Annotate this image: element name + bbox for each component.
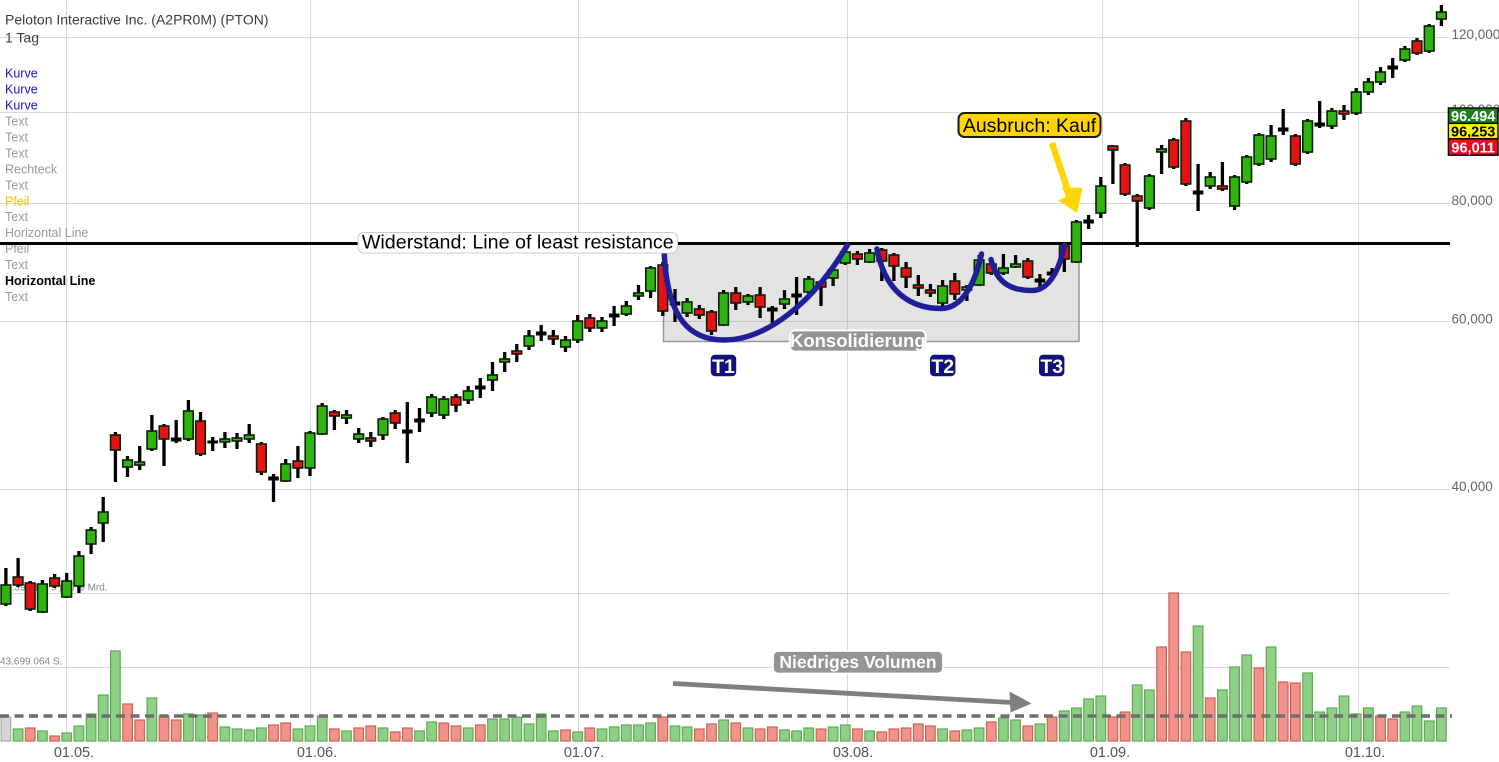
svg-text:Text: Text <box>5 178 28 192</box>
svg-text:T2: T2 <box>931 356 954 378</box>
svg-text:Kurve: Kurve <box>5 67 38 81</box>
svg-text:Text: Text <box>5 258 28 272</box>
svg-text:Horizontal Line: Horizontal Line <box>5 274 95 288</box>
svg-text:9 p.: 9 p. <box>51 583 68 594</box>
svg-text:T3: T3 <box>1040 356 1063 378</box>
svg-text:Text: Text <box>5 115 28 129</box>
svg-text:01.07.: 01.07. <box>564 745 604 761</box>
svg-text:96,011: 96,011 <box>1451 140 1495 156</box>
svg-text:80,000: 80,000 <box>1452 193 1493 208</box>
svg-text:Kurve: Kurve <box>5 99 38 113</box>
svg-text:Rechteck: Rechteck <box>5 162 58 176</box>
svg-text:Text: Text <box>5 210 28 224</box>
svg-text:01.05.: 01.05. <box>54 745 94 761</box>
svg-text:Pfeil: Pfeil <box>5 242 29 256</box>
svg-text:Ausbruch: Kauf: Ausbruch: Kauf <box>963 115 1097 137</box>
svg-text:03.08.: 03.08. <box>833 745 873 761</box>
svg-text:Text: Text <box>5 131 28 145</box>
svg-text:1 Tag: 1 Tag <box>5 30 39 46</box>
svg-text:Niedriges Volumen: Niedriges Volumen <box>779 652 936 672</box>
svg-text:96,253: 96,253 <box>1451 124 1495 140</box>
svg-text:01.06.: 01.06. <box>297 745 337 761</box>
svg-text:Text: Text <box>5 290 28 304</box>
svg-text:01.10.: 01.10. <box>1345 745 1385 761</box>
svg-text:Peloton Interactive Inc. (A2PR: Peloton Interactive Inc. (A2PR0M) (PTON) <box>5 12 269 28</box>
svg-text:Widerstand: Line of least resi: Widerstand: Line of least resistance <box>362 232 674 254</box>
svg-text:Horizontal Line: Horizontal Line <box>5 226 88 240</box>
svg-text:Kurve: Kurve <box>5 83 38 97</box>
svg-text:Pfeil: Pfeil <box>5 194 29 208</box>
svg-text:120,000: 120,000 <box>1452 27 1499 42</box>
svg-text:96.494: 96.494 <box>1451 109 1495 125</box>
svg-text:60,000: 60,000 <box>1452 312 1493 327</box>
svg-text:7,9 Mrd.: 7,9 Mrd. <box>71 583 108 594</box>
svg-text:Text: Text <box>5 147 28 161</box>
svg-text:43.699.064 S.: 43.699.064 S. <box>0 656 62 667</box>
svg-text:01.09.: 01.09. <box>1090 745 1130 761</box>
svg-text:Konsolidierung: Konsolidierung <box>790 330 926 351</box>
svg-text:1: 1 <box>34 583 40 594</box>
svg-text:.39: .39 <box>12 583 26 594</box>
svg-text:40,000: 40,000 <box>1452 479 1493 494</box>
svg-text:T1: T1 <box>712 356 735 378</box>
